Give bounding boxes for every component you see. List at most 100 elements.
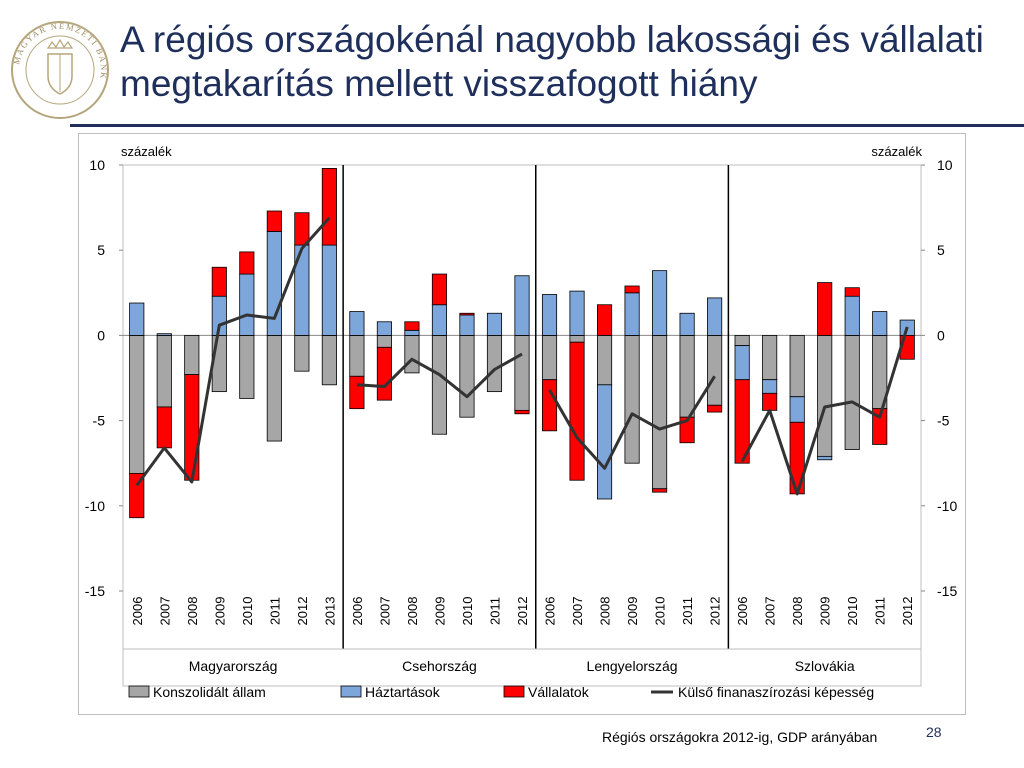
bar-konszolidalt-allam — [569, 334, 585, 343]
x-tick-label-year: 2008 — [790, 597, 805, 626]
bar-vallalatok — [184, 374, 200, 481]
y-axis-unit-right: százalék — [871, 144, 922, 159]
x-tick-label-year: 2007 — [763, 597, 778, 626]
x-tick-label-year: 2009 — [212, 597, 227, 626]
bar-vallalatok — [762, 392, 778, 411]
x-tick-label-year: 2006 — [130, 597, 145, 626]
bar-haztartasok — [789, 396, 805, 423]
bar-haztartasok — [459, 314, 475, 336]
group-label: Szlovákia — [795, 658, 855, 674]
bar-vallalatok — [734, 379, 750, 464]
legend-swatch — [340, 685, 362, 698]
x-tick-label-year: 2011 — [487, 597, 502, 625]
bar-haztartasok — [239, 273, 255, 336]
bar-konszolidalt-allam — [239, 334, 255, 399]
x-tick-label-year: 2010 — [845, 597, 860, 626]
x-tick-label-year: 2011 — [267, 597, 282, 625]
x-tick-label-year: 2006 — [543, 597, 558, 626]
bar-haztartasok — [376, 321, 392, 336]
y-tick-label-left: -5 — [93, 413, 106, 429]
bar-vallalatok — [817, 282, 833, 336]
bar-haztartasok — [707, 297, 723, 336]
mnb-logo: MAGYAR NEMZETI BANK — [11, 21, 109, 119]
bar-haztartasok — [734, 345, 750, 381]
bar-konszolidalt-allam — [184, 334, 200, 375]
y-tick-label-right: 0 — [937, 327, 945, 343]
bar-konszolidalt-allam — [156, 334, 172, 408]
bar-konszolidalt-allam — [789, 334, 805, 398]
y-tick-label-right: -15 — [937, 583, 957, 599]
bar-haztartasok — [624, 292, 640, 336]
bar-vallalatok — [679, 416, 695, 444]
bar-konszolidalt-allam — [707, 334, 723, 406]
legend-swatch — [503, 685, 525, 698]
bar-vallalatok — [844, 287, 860, 297]
y-tick-label-right: 10 — [937, 157, 953, 173]
legend-swatch — [128, 685, 150, 698]
bar-vallalatok — [156, 406, 172, 449]
bar-haztartasok — [514, 275, 530, 336]
y-tick-label-left: 10 — [89, 157, 105, 173]
bar-vallalatok — [321, 168, 337, 246]
bar-vallalatok — [624, 285, 640, 294]
bar-haztartasok — [844, 295, 860, 336]
title-divider — [70, 124, 1024, 127]
bar-vallalatok — [569, 341, 585, 481]
bar-haztartasok — [156, 333, 172, 336]
bar-haztartasok — [541, 294, 558, 336]
bar-haztartasok — [321, 244, 337, 336]
bar-konszolidalt-allam — [652, 334, 668, 490]
bar-vallalatok — [404, 321, 420, 331]
x-tick-label-year: 2008 — [598, 597, 613, 626]
bar-konszolidalt-allam — [734, 334, 750, 347]
bar-vallalatok — [541, 379, 558, 432]
bar-konszolidalt-allam — [514, 334, 530, 411]
bar-vallalatok — [872, 408, 888, 445]
bar-vallalatok — [652, 488, 668, 493]
bar-konszolidalt-allam — [844, 334, 860, 450]
bar-vallalatok — [431, 273, 448, 306]
bar-haztartasok — [404, 329, 420, 336]
x-tick-label-year: 2007 — [570, 597, 585, 626]
bar-haztartasok — [762, 379, 778, 394]
bar-haztartasok — [486, 312, 503, 336]
x-tick-label-year: 2007 — [157, 597, 172, 626]
bar-konszolidalt-allam — [817, 334, 833, 457]
x-tick-label-year: 2012 — [900, 597, 915, 626]
footnote: Régiós országokra 2012-ig, GDP arányában — [602, 729, 878, 745]
x-tick-label-year: 2010 — [460, 597, 475, 626]
bar-konszolidalt-allam — [211, 334, 227, 393]
group-label: Magyarország — [189, 658, 278, 674]
legend-label: Vállalatok — [528, 684, 590, 700]
y-tick-label-right: -5 — [937, 413, 950, 429]
bar-konszolidalt-allam — [459, 334, 475, 418]
bar-konszolidalt-allam — [349, 334, 365, 377]
bar-konszolidalt-allam — [596, 334, 613, 386]
bar-konszolidalt-allam — [624, 334, 640, 464]
bar-vallalatok — [459, 312, 475, 316]
bar-haztartasok — [569, 290, 585, 336]
bar-konszolidalt-allam — [129, 334, 145, 474]
bar-konszolidalt-allam — [294, 334, 310, 372]
bar-haztartasok — [431, 304, 448, 336]
bar-vallalatok — [266, 210, 282, 232]
line-kulso-finanszirozasi-kepesseg — [740, 326, 909, 496]
x-tick-label-year: 2012 — [708, 597, 723, 626]
x-tick-label-year: 2006 — [735, 597, 750, 626]
x-tick-label-year: 2006 — [350, 597, 365, 626]
slide-title: A régiós országokénál nagyobb lakossági … — [120, 19, 984, 104]
bar-vallalatok — [376, 346, 392, 401]
chart-frame: százalék százalék 10 10 5 5 0 0 -5 -5 -10 -10 -15 -15… — [78, 133, 966, 715]
bar-haztartasok — [817, 455, 833, 461]
bar-vallalatok — [294, 212, 310, 246]
x-tick-label-year: 2008 — [185, 597, 200, 626]
x-tick-label-year: 2010 — [240, 597, 255, 626]
x-tick-label-year: 2012 — [295, 597, 310, 626]
page-number: 28 — [926, 724, 942, 740]
bar-haztartasok — [679, 312, 695, 336]
y-tick-label-left: -15 — [85, 583, 105, 599]
x-tick-label-year: 2010 — [653, 597, 668, 626]
bar-konszolidalt-allam — [541, 334, 558, 381]
bar-vallalatok — [596, 304, 613, 336]
bar-vallalatok — [514, 409, 530, 415]
